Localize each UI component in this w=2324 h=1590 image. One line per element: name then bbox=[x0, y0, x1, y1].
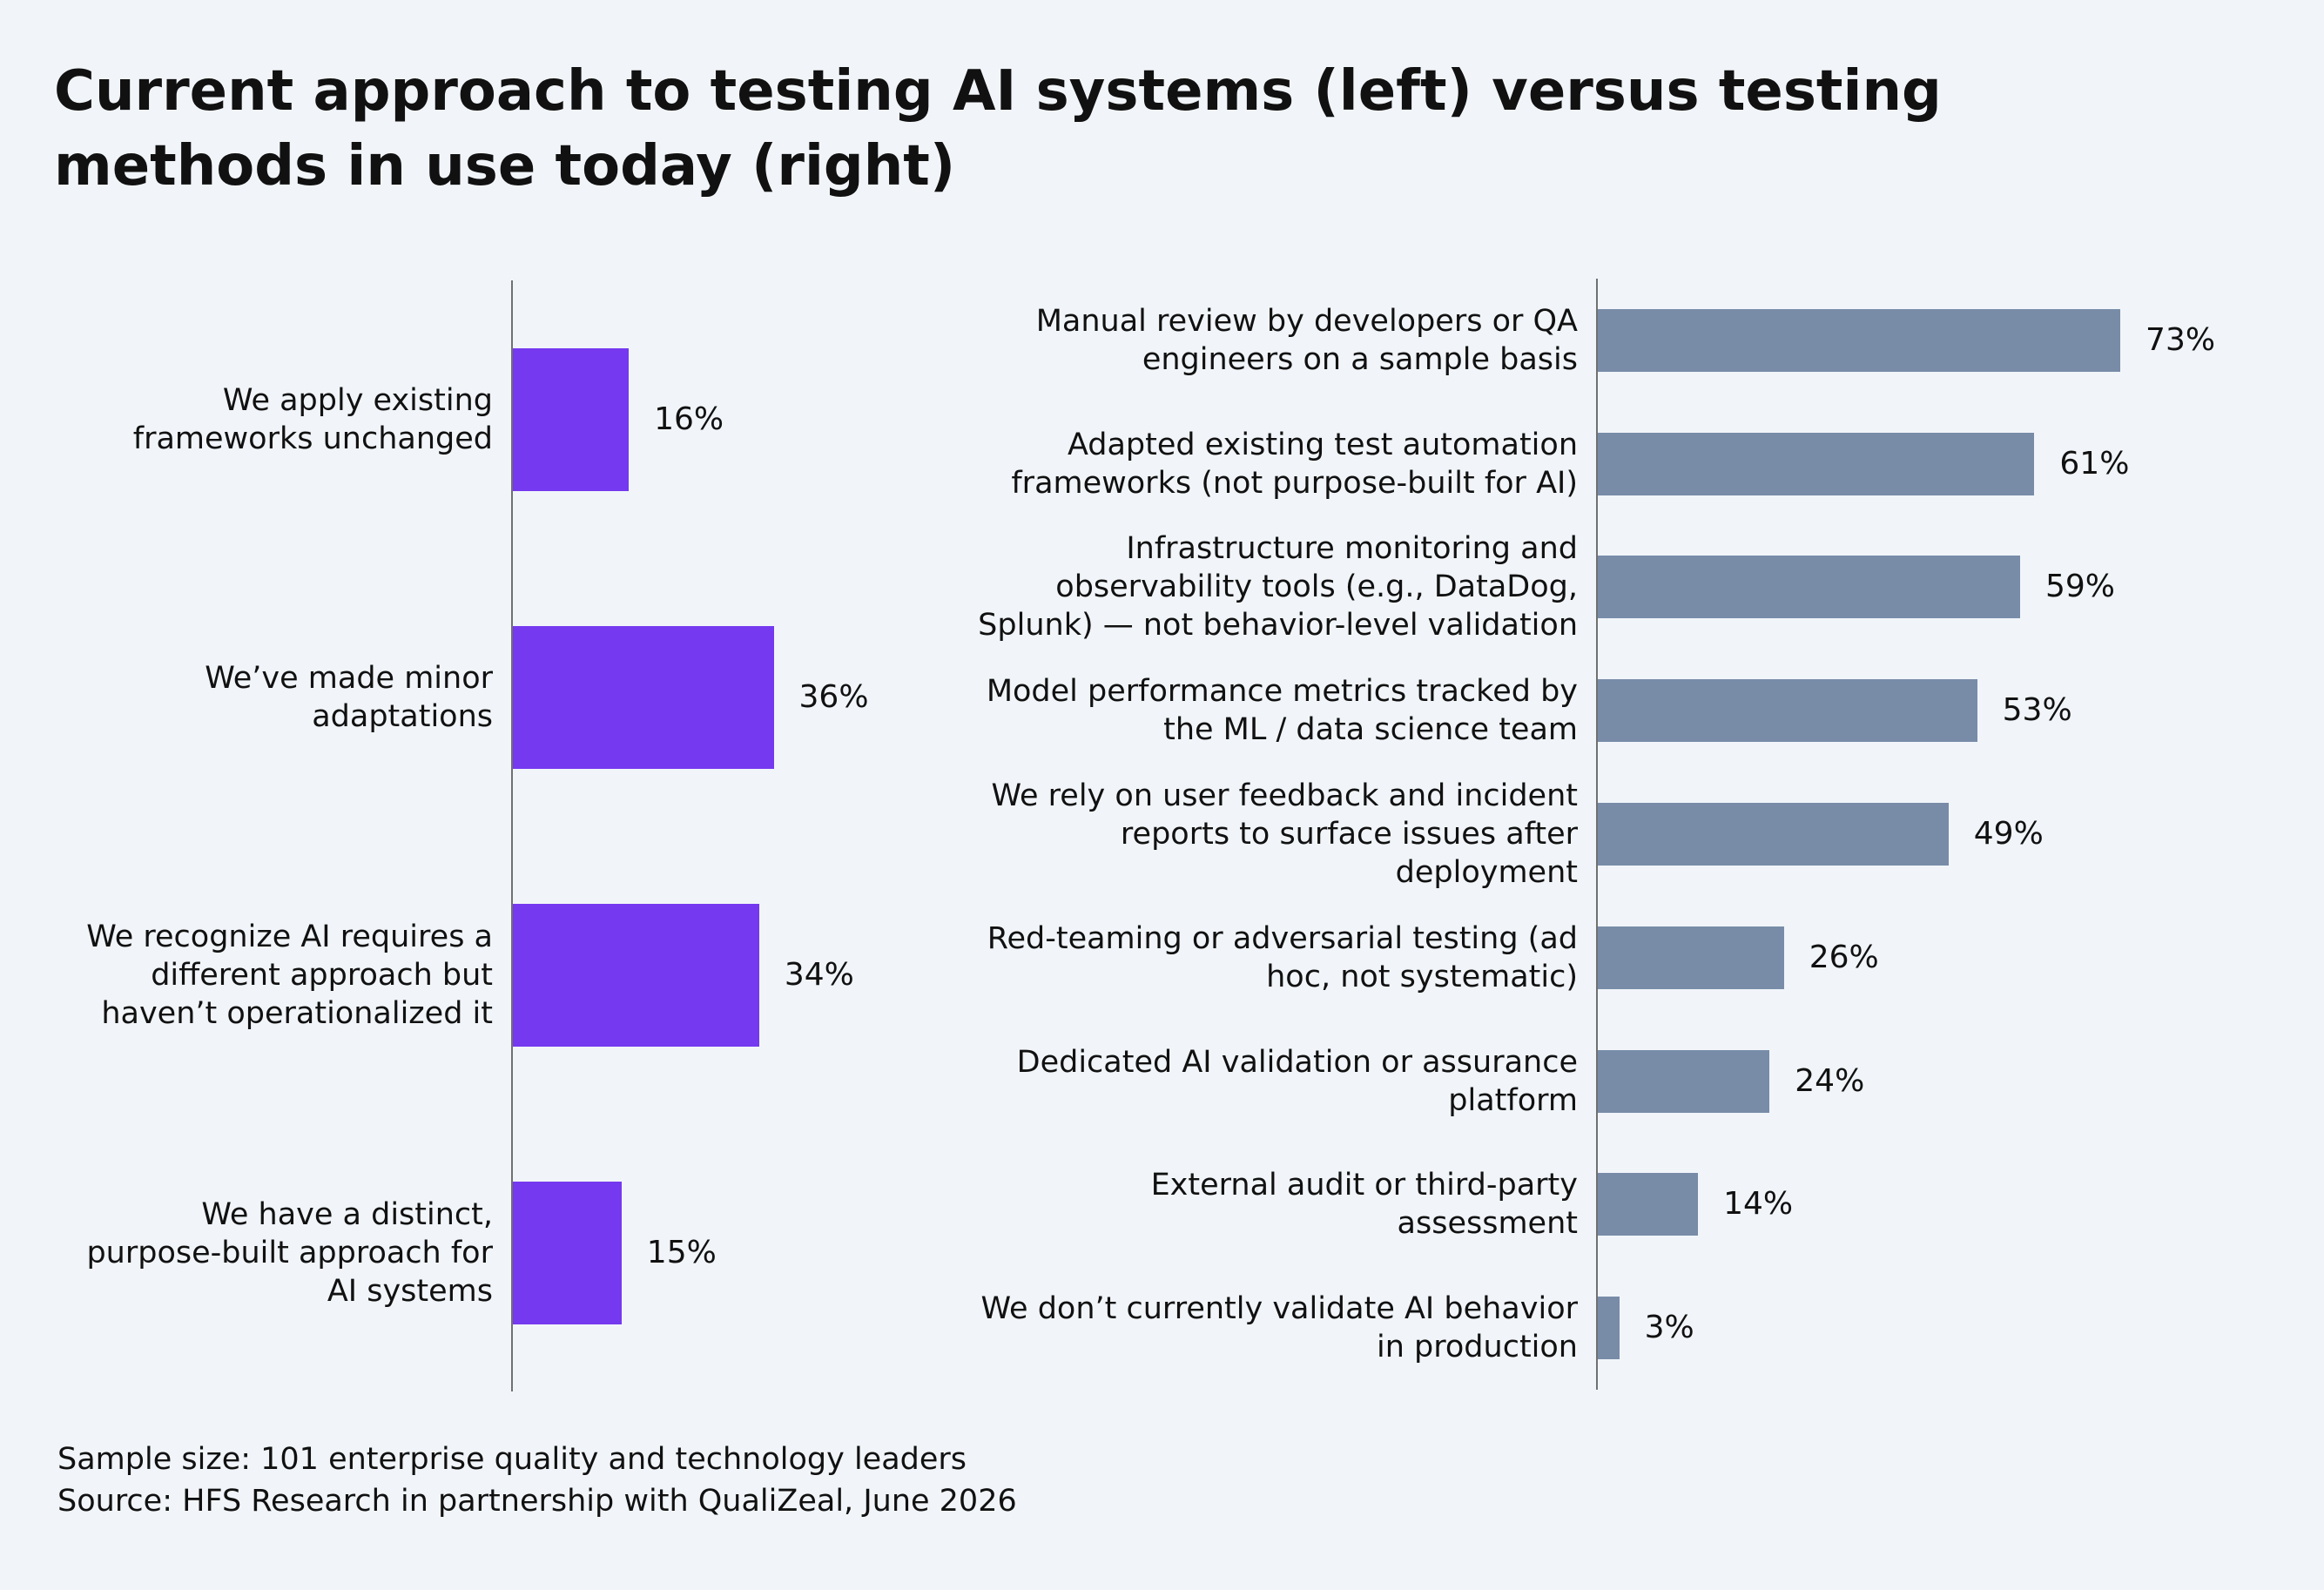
left-axis bbox=[511, 280, 513, 1391]
left-value-label: 34% bbox=[784, 956, 854, 993]
right-category-line: Splunk) — not behavior-level validation bbox=[978, 608, 1578, 643]
right-category-line: External audit or third-party bbox=[1150, 1168, 1578, 1203]
right-category-label: Red-teaming or adversarial testing (ad ho… bbox=[916, 920, 1578, 996]
left-value-label: 15% bbox=[646, 1234, 717, 1270]
left-category-label: We apply existing frameworks unchanged bbox=[5, 381, 493, 458]
right-bar bbox=[1598, 803, 1949, 866]
right-value-label: 24% bbox=[1795, 1062, 1865, 1099]
right-category-label: External audit or third-party assessment bbox=[916, 1166, 1578, 1243]
right-category-line: Infrastructure monitoring and bbox=[1126, 531, 1578, 567]
left-category-line: AI systems bbox=[327, 1273, 493, 1309]
right-category-line: in production bbox=[1377, 1330, 1578, 1365]
right-category-label: We don’t currently validate AI behavior i… bbox=[916, 1290, 1579, 1366]
right-category-line: reports to surface issues after bbox=[1120, 817, 1578, 852]
right-value-label: 61% bbox=[2059, 445, 2130, 482]
left-bar bbox=[513, 1181, 622, 1324]
right-category-line: assessment bbox=[1397, 1206, 1578, 1242]
right-value-label: 3% bbox=[1644, 1310, 1694, 1346]
sample-size-note: Sample size: 101 enterprise quality and … bbox=[57, 1442, 967, 1477]
left-category-label: We’ve made minor adaptations bbox=[5, 659, 493, 736]
right-bar bbox=[1598, 432, 2035, 495]
right-axis bbox=[1596, 279, 1598, 1390]
left-value-label: 16% bbox=[654, 401, 724, 437]
right-category-label: Adapted existing test automation framewor… bbox=[916, 426, 1578, 502]
right-category-label: Model performance metrics tracked by the … bbox=[916, 672, 1578, 749]
left-category-line: We recognize AI requires a bbox=[86, 919, 493, 954]
right-category-line: the ML / data science team bbox=[1163, 712, 1578, 748]
right-bar bbox=[1598, 556, 2020, 619]
right-value-label: 73% bbox=[2145, 321, 2216, 358]
right-category-line: Model performance metrics tracked by bbox=[986, 674, 1578, 710]
right-category-line: Dedicated AI validation or assurance bbox=[1016, 1044, 1578, 1080]
right-category-line: engineers on a sample basis bbox=[1142, 341, 1578, 377]
right-category-label: Manual review by developers or QA enginee… bbox=[916, 302, 1578, 379]
right-category-line: Adapted existing test automation bbox=[1067, 427, 1578, 462]
right-category-label: Dedicated AI validation or assurance plat… bbox=[916, 1043, 1578, 1120]
right-category-line: We don’t currently validate AI behavior bbox=[980, 1291, 1579, 1327]
right-category-label: We rely on user feedback and incident rep… bbox=[916, 777, 1578, 892]
left-category-line: We have a distinct, bbox=[201, 1196, 493, 1232]
left-bar bbox=[513, 625, 774, 769]
left-category-line: different approach but bbox=[151, 957, 493, 993]
right-bar bbox=[1598, 679, 1977, 743]
left-category-label: We have a distinct, purpose-built approac… bbox=[5, 1196, 493, 1310]
left-category-line: We’ve made minor bbox=[205, 660, 493, 696]
right-value-label: 59% bbox=[2044, 569, 2115, 605]
right-category-line: observability tools (e.g., DataDog, bbox=[1055, 569, 1578, 605]
left-category-line: adaptations bbox=[312, 698, 493, 734]
right-category-line: hoc, not systematic) bbox=[1266, 959, 1578, 994]
left-bar bbox=[513, 903, 759, 1047]
right-category-line: Red-teaming or adversarial testing (ad bbox=[987, 920, 1578, 956]
footer-notes: Sample size: 101 enterprise quality and … bbox=[57, 1438, 1017, 1522]
left-bar bbox=[513, 347, 630, 491]
right-category-line: platform bbox=[1448, 1082, 1578, 1118]
right-value-label: 14% bbox=[1723, 1186, 1794, 1223]
left-category-line: frameworks unchanged bbox=[132, 421, 493, 456]
left-category-line: We apply existing bbox=[222, 382, 493, 418]
right-bar bbox=[1598, 1173, 1699, 1236]
left-category-label: We recognize AI requires a different appr… bbox=[5, 918, 493, 1033]
chart-title: Current approach to testing AI systems (… bbox=[54, 59, 1942, 199]
right-bar bbox=[1598, 926, 1784, 989]
right-value-label: 53% bbox=[2002, 692, 2072, 729]
right-category-line: deployment bbox=[1395, 855, 1578, 890]
right-bar bbox=[1598, 1049, 1770, 1113]
right-category-label: Infrastructure monitoring and observabili… bbox=[916, 529, 1578, 644]
left-category-line: haven’t operationalized it bbox=[101, 995, 493, 1031]
left-category-line: purpose-built approach for bbox=[86, 1235, 493, 1270]
right-category-line: frameworks (not purpose-built for AI) bbox=[1011, 465, 1578, 501]
right-bar bbox=[1598, 308, 2121, 372]
right-bar bbox=[1598, 1297, 1620, 1360]
right-category-line: Manual review by developers or QA bbox=[1035, 303, 1578, 339]
right-value-label: 26% bbox=[1809, 939, 1879, 975]
left-value-label: 36% bbox=[798, 678, 869, 715]
right-category-line: We rely on user feedback and incident bbox=[991, 778, 1578, 813]
right-value-label: 49% bbox=[1973, 816, 2044, 852]
source-note: Source: HFS Research in partnership with… bbox=[57, 1484, 1017, 1519]
